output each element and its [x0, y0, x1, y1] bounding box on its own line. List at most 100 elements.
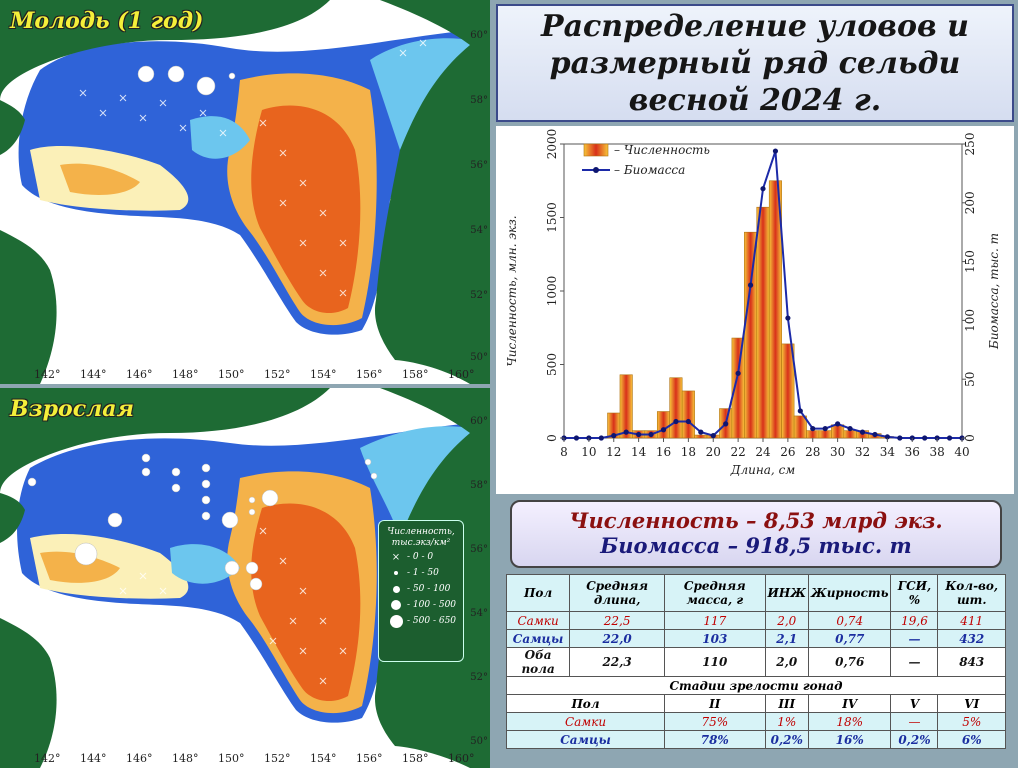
x-axis-label: Длина, см	[730, 463, 796, 477]
x-tick-label: 20	[706, 445, 721, 459]
lat-label: 56°	[470, 160, 488, 171]
table-cell: Самки	[505, 712, 666, 731]
table-header: Пол	[505, 574, 571, 612]
line-point	[648, 431, 654, 438]
line-point	[772, 148, 779, 154]
table-cell: 18%	[807, 712, 892, 731]
bar	[744, 231, 758, 439]
lon-label: 156°	[356, 752, 383, 765]
legend-item: - 500 - 650	[379, 613, 463, 629]
lat-label: 54°	[470, 225, 488, 236]
table-cell: —	[890, 629, 939, 648]
table-header-row: Пол Средняя длина, Средняя масса, г ИНЖ …	[505, 574, 1006, 612]
line-point	[636, 431, 642, 438]
table-cell: 103	[664, 629, 766, 648]
line-point	[897, 435, 903, 441]
line-point	[847, 425, 853, 432]
table-cell: 22,5	[569, 611, 666, 630]
x-tick-label: 14	[631, 445, 647, 459]
lat-label: 58°	[470, 480, 488, 491]
bar	[818, 430, 832, 439]
line-point	[660, 427, 667, 433]
table-cell: 0,74	[807, 611, 892, 630]
table-cell: 1%	[764, 712, 809, 731]
table-row: Самки 75% 1% 18% — 5%	[505, 712, 1006, 731]
lat-label: 50°	[470, 736, 488, 747]
bar	[694, 434, 708, 439]
x-tick-label: 18	[681, 445, 696, 459]
line-point	[623, 429, 629, 435]
lat-label: 54°	[470, 608, 488, 619]
lat-label: 52°	[470, 290, 488, 301]
line-point	[760, 186, 766, 192]
total-biomass: Биомасса – 918,5 тыс. т	[600, 533, 912, 558]
lon-label: 150°	[218, 368, 245, 381]
bar	[831, 424, 845, 439]
lon-label: 158°	[402, 368, 429, 381]
line-point	[835, 421, 841, 427]
table-row: Самцы 78% 0,2% 16% 0,2% 6%	[505, 730, 1006, 749]
size-distribution-chart: 8 10 12 14 16 18 20 22 24 26 28 30 32 34 36 38 40 0 500 100…	[496, 126, 1014, 494]
line-point	[673, 418, 679, 425]
lat-label: 58°	[470, 95, 488, 106]
y-right-tick-label: 0	[963, 434, 977, 442]
x-tick-label: 40	[954, 445, 969, 459]
lon-label: 158°	[402, 752, 429, 765]
y-left-axis-label: Численность, млн. экз.	[505, 215, 519, 366]
x-tick-label: 36	[905, 445, 920, 459]
table-cell: 78%	[664, 730, 766, 749]
x-tick-label: 28	[805, 445, 820, 459]
line-point	[922, 435, 928, 441]
table-header: Средняя масса, г	[664, 574, 766, 612]
juvenile-map-canvas	[0, 0, 490, 384]
lon-label: 154°	[310, 752, 337, 765]
table-cell: 16%	[807, 730, 892, 749]
y-right-tick-label: 200	[963, 191, 977, 214]
table-cell: Оба пола	[505, 647, 571, 677]
legend-line-marker	[593, 167, 599, 173]
table-cell: Самки	[505, 611, 571, 630]
stage-header-row: Пол II III IV V VI	[505, 694, 1006, 713]
juvenile-map-label: Молодь (1 год)	[10, 8, 204, 34]
table-cell: 2,0	[764, 647, 809, 677]
bar	[768, 180, 782, 439]
line-point	[884, 434, 890, 440]
y-right-tick-label: 150	[963, 250, 977, 273]
table-cell: 75%	[664, 712, 766, 731]
map-legend-title: Численность, тыс.экз/км²	[387, 527, 455, 548]
lon-label: 152°	[264, 368, 291, 381]
x-tick-label: 26	[780, 445, 795, 459]
page-title: Распределение уловов и размерный ряд сел…	[541, 8, 969, 118]
lon-label: 160°	[448, 752, 475, 765]
totals-box: Численность – 8,53 млрд экз. Биомасса – …	[510, 500, 1002, 568]
legend-item: - 100 - 500	[379, 597, 463, 613]
table-header: Средняя длина,	[569, 574, 666, 612]
legend-line-label: – Биомасса	[614, 163, 685, 177]
line-point	[822, 425, 828, 432]
table-header: V	[890, 694, 939, 713]
line-point	[723, 421, 729, 427]
bar	[756, 206, 770, 439]
line-point	[747, 282, 754, 288]
lon-label: 146°	[126, 752, 153, 765]
table-cell: 0,2%	[764, 730, 809, 749]
total-count: Численность – 8,53 млрд экз.	[569, 508, 943, 533]
table-header: IV	[807, 694, 892, 713]
x-tick-label: 10	[581, 445, 596, 459]
x-tick-label: 38	[929, 445, 944, 459]
bar	[656, 411, 671, 439]
table-row: Самцы 22,0 103 2,1 0,77 — 432	[505, 629, 1006, 648]
lat-label: 52°	[470, 672, 488, 683]
table-row: Оба пола 22,3 110 2,0 0,76 — 843	[505, 647, 1006, 677]
page-title-box: Распределение уловов и размерный ряд сел…	[496, 4, 1014, 122]
lon-label: 152°	[264, 752, 291, 765]
table-header: Жирность	[807, 574, 892, 612]
x-tick-label: 12	[606, 445, 621, 459]
table-header: ГСИ, %	[890, 574, 939, 612]
table-cell: 843	[937, 647, 1006, 677]
table-row: Самки 22,5 117 2,0 0,74 19,6 411	[505, 611, 1006, 630]
table-cell: 22,0	[569, 629, 666, 648]
lon-label: 144°	[80, 752, 107, 765]
table-cell: 110	[664, 647, 766, 677]
lon-label: 142°	[34, 752, 61, 765]
